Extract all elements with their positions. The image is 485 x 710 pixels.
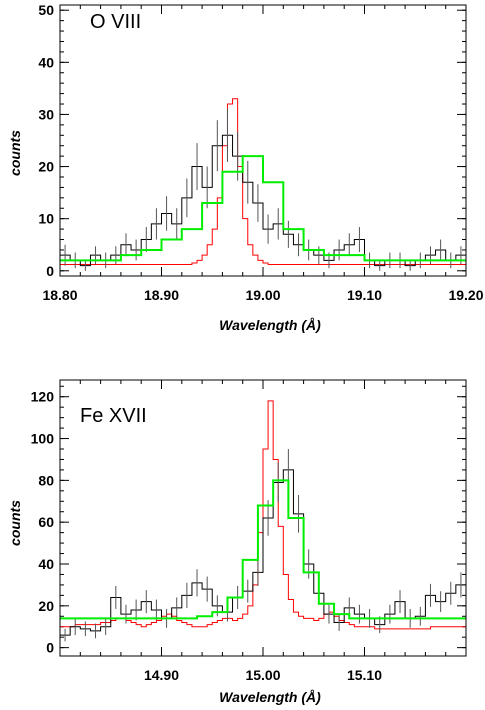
fe17-ylabel: counts: [7, 500, 23, 546]
o8-psf-line: [60, 98, 466, 266]
fe17-y-tick-label: 0: [46, 640, 54, 656]
o8-series-group: [60, 98, 466, 271]
o8-plot-area: 18.80 18.90 19.00 19.10 19.20 0 10 20 30 40 50: [38, 2, 483, 303]
fe17-plot-area: 14.90 15.00 15.10 0 20 40 60 80 100 120: [31, 379, 467, 683]
fe17-x-tick-label: 15.00: [245, 667, 280, 683]
o8-x-tick-label: 18.90: [144, 287, 179, 303]
fe17-y-tick-label: 80: [38, 472, 54, 488]
o8-y-tick-label: 30: [38, 106, 54, 122]
fe17-y-tick-label: 40: [38, 556, 54, 572]
fe17-title: Fe XVII: [80, 405, 147, 427]
fe17-panel: 14.90 15.00 15.10 0 20 40 60 80 100 120 Fe XVII W…: [7, 379, 467, 705]
o8-y-tick-label: 50: [38, 2, 54, 18]
fe17-series-group: [60, 400, 466, 642]
fe17-data-histogram: [60, 469, 466, 636]
o8-y-tick-label: 40: [38, 54, 54, 70]
o8-y-tick-label: 0: [46, 263, 54, 279]
o8-title: O VIII: [90, 11, 141, 33]
o8-x-tick-label: 18.80: [42, 287, 77, 303]
fe17-plot-frame: [59, 379, 467, 657]
o8-plot-frame: [59, 4, 467, 277]
fe17-y-tick-label: 100: [31, 431, 55, 447]
fe17-y-tick-label: 120: [31, 389, 55, 405]
o8-model-line: [60, 155, 466, 262]
fe17-x-tick-label: 14.90: [144, 667, 179, 683]
fe17-y-tick-label: 20: [38, 598, 54, 614]
o8-x-tick-label: 19.20: [448, 287, 483, 303]
fe17-y-tick-label: 60: [38, 514, 54, 530]
o8-y-tick-label: 10: [38, 211, 54, 227]
o8-x-tick-label: 19.10: [347, 287, 382, 303]
o8-ylabel: counts: [7, 130, 23, 176]
fe17-model-line: [60, 479, 466, 620]
o8-data-histogram: [60, 134, 466, 267]
o8-panel: 18.80 18.90 19.00 19.10 19.20 0 10 20 30 40 50 O V…: [7, 2, 484, 333]
o8-y-tick-label: 20: [38, 159, 54, 175]
fe17-psf-line: [60, 400, 466, 630]
fe17-xlabel: Wavelength (Å): [219, 689, 321, 705]
fe17-x-tick-label: 15.10: [347, 667, 382, 683]
o8-x-tick-label: 19.00: [245, 287, 280, 303]
o8-xlabel: Wavelength (Å): [219, 317, 321, 333]
